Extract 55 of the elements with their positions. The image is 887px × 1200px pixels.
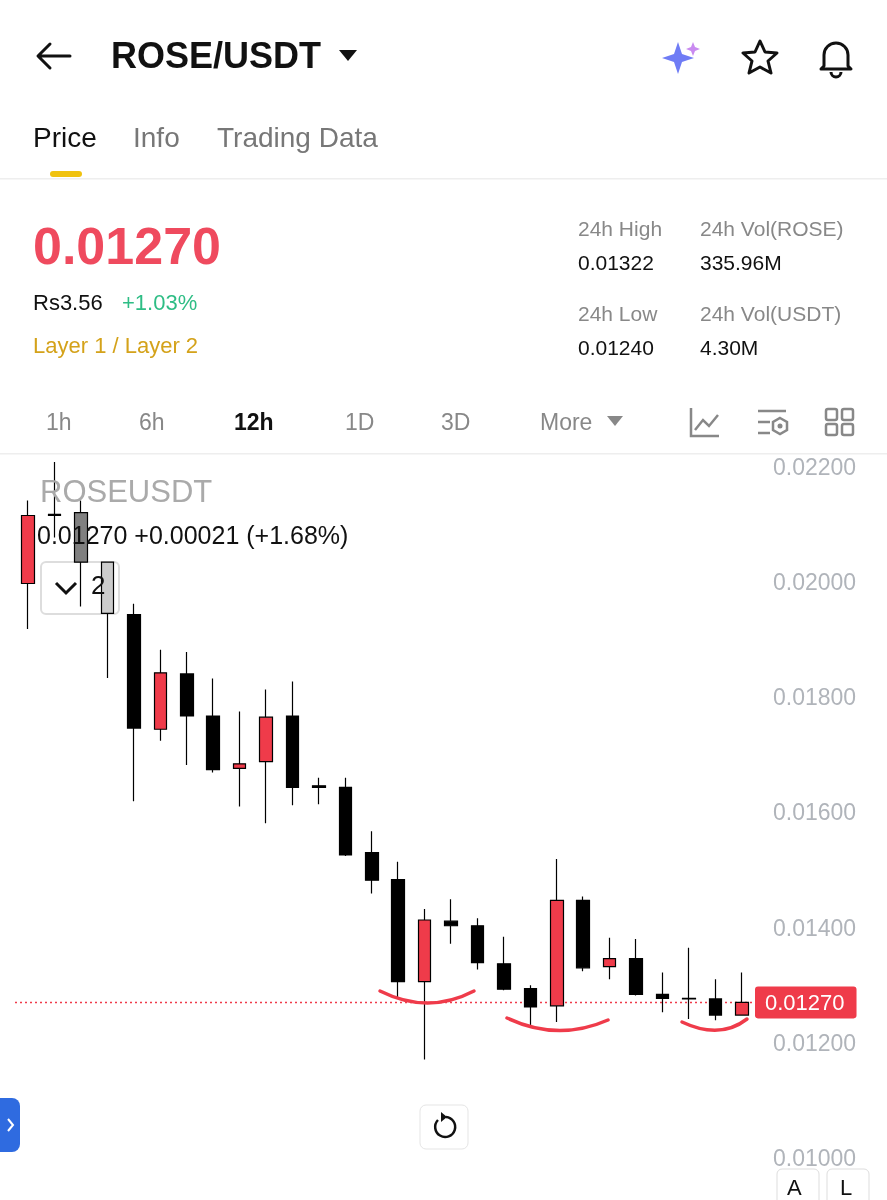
text: 1h (46, 409, 72, 435)
text: A (787, 1175, 802, 1200)
text: 24h High (578, 217, 663, 240)
text: 12h (234, 409, 274, 435)
candlestick (20, 499, 36, 630)
text: 0.01322 (578, 251, 654, 274)
candlestick (285, 680, 300, 806)
text: +1.03% (122, 290, 198, 315)
candlestick (205, 677, 221, 774)
y-tick-label: 0.02000 (773, 568, 857, 595)
text: Layer 1 / Layer 2 (33, 333, 199, 358)
text: More (540, 409, 593, 435)
candlestick (681, 947, 697, 1020)
candlestick (443, 898, 459, 945)
text: 24h Low (578, 302, 658, 325)
candlestick (602, 937, 617, 980)
text: 6h (139, 409, 165, 435)
candlestick (126, 603, 142, 802)
chart-title: ROSE/USDT (111, 35, 322, 76)
y-tick-label: 0.01600 (773, 799, 857, 826)
y-tick-label: 0.02200 (773, 453, 857, 480)
text: 1D (345, 409, 375, 435)
candlestick (496, 936, 512, 991)
candlestick (153, 649, 168, 742)
candlestick (708, 978, 723, 1021)
candlestick (390, 861, 406, 999)
candlestick (470, 917, 485, 971)
candlestick (575, 895, 591, 972)
text: 24h Vol(ROSE) (700, 217, 844, 240)
text: Price (33, 122, 97, 153)
y-tick-label: 0.01800 (773, 684, 857, 710)
candlestick (655, 971, 670, 1013)
text: L (840, 1175, 853, 1200)
text: 0.01240 (578, 336, 654, 359)
candlestick (338, 777, 353, 857)
text: 335.96M (700, 251, 782, 274)
candlestick (364, 830, 380, 895)
text: 4.30M (700, 336, 759, 359)
candlestick (417, 908, 432, 1061)
y-tick-label: 0.01400 (773, 914, 857, 941)
candlestick (311, 777, 327, 805)
candlestick (179, 651, 195, 766)
candlestick (523, 984, 538, 1026)
text: 3D (441, 409, 471, 435)
candlestick (628, 938, 644, 997)
text: Rs3.56 (33, 290, 103, 315)
candlestick (232, 710, 247, 808)
text: Trading Data (217, 122, 378, 153)
y-tick-label: 0.01200 (773, 1029, 857, 1056)
text: 24h Vol(USDT) (700, 302, 842, 325)
text: 0.01270 (33, 217, 221, 275)
ref-line-label: 0.01270 (765, 989, 845, 1015)
candlestick (258, 688, 274, 824)
y-tick-label: 0.01000 (773, 1145, 857, 1171)
text: Info (133, 122, 180, 153)
